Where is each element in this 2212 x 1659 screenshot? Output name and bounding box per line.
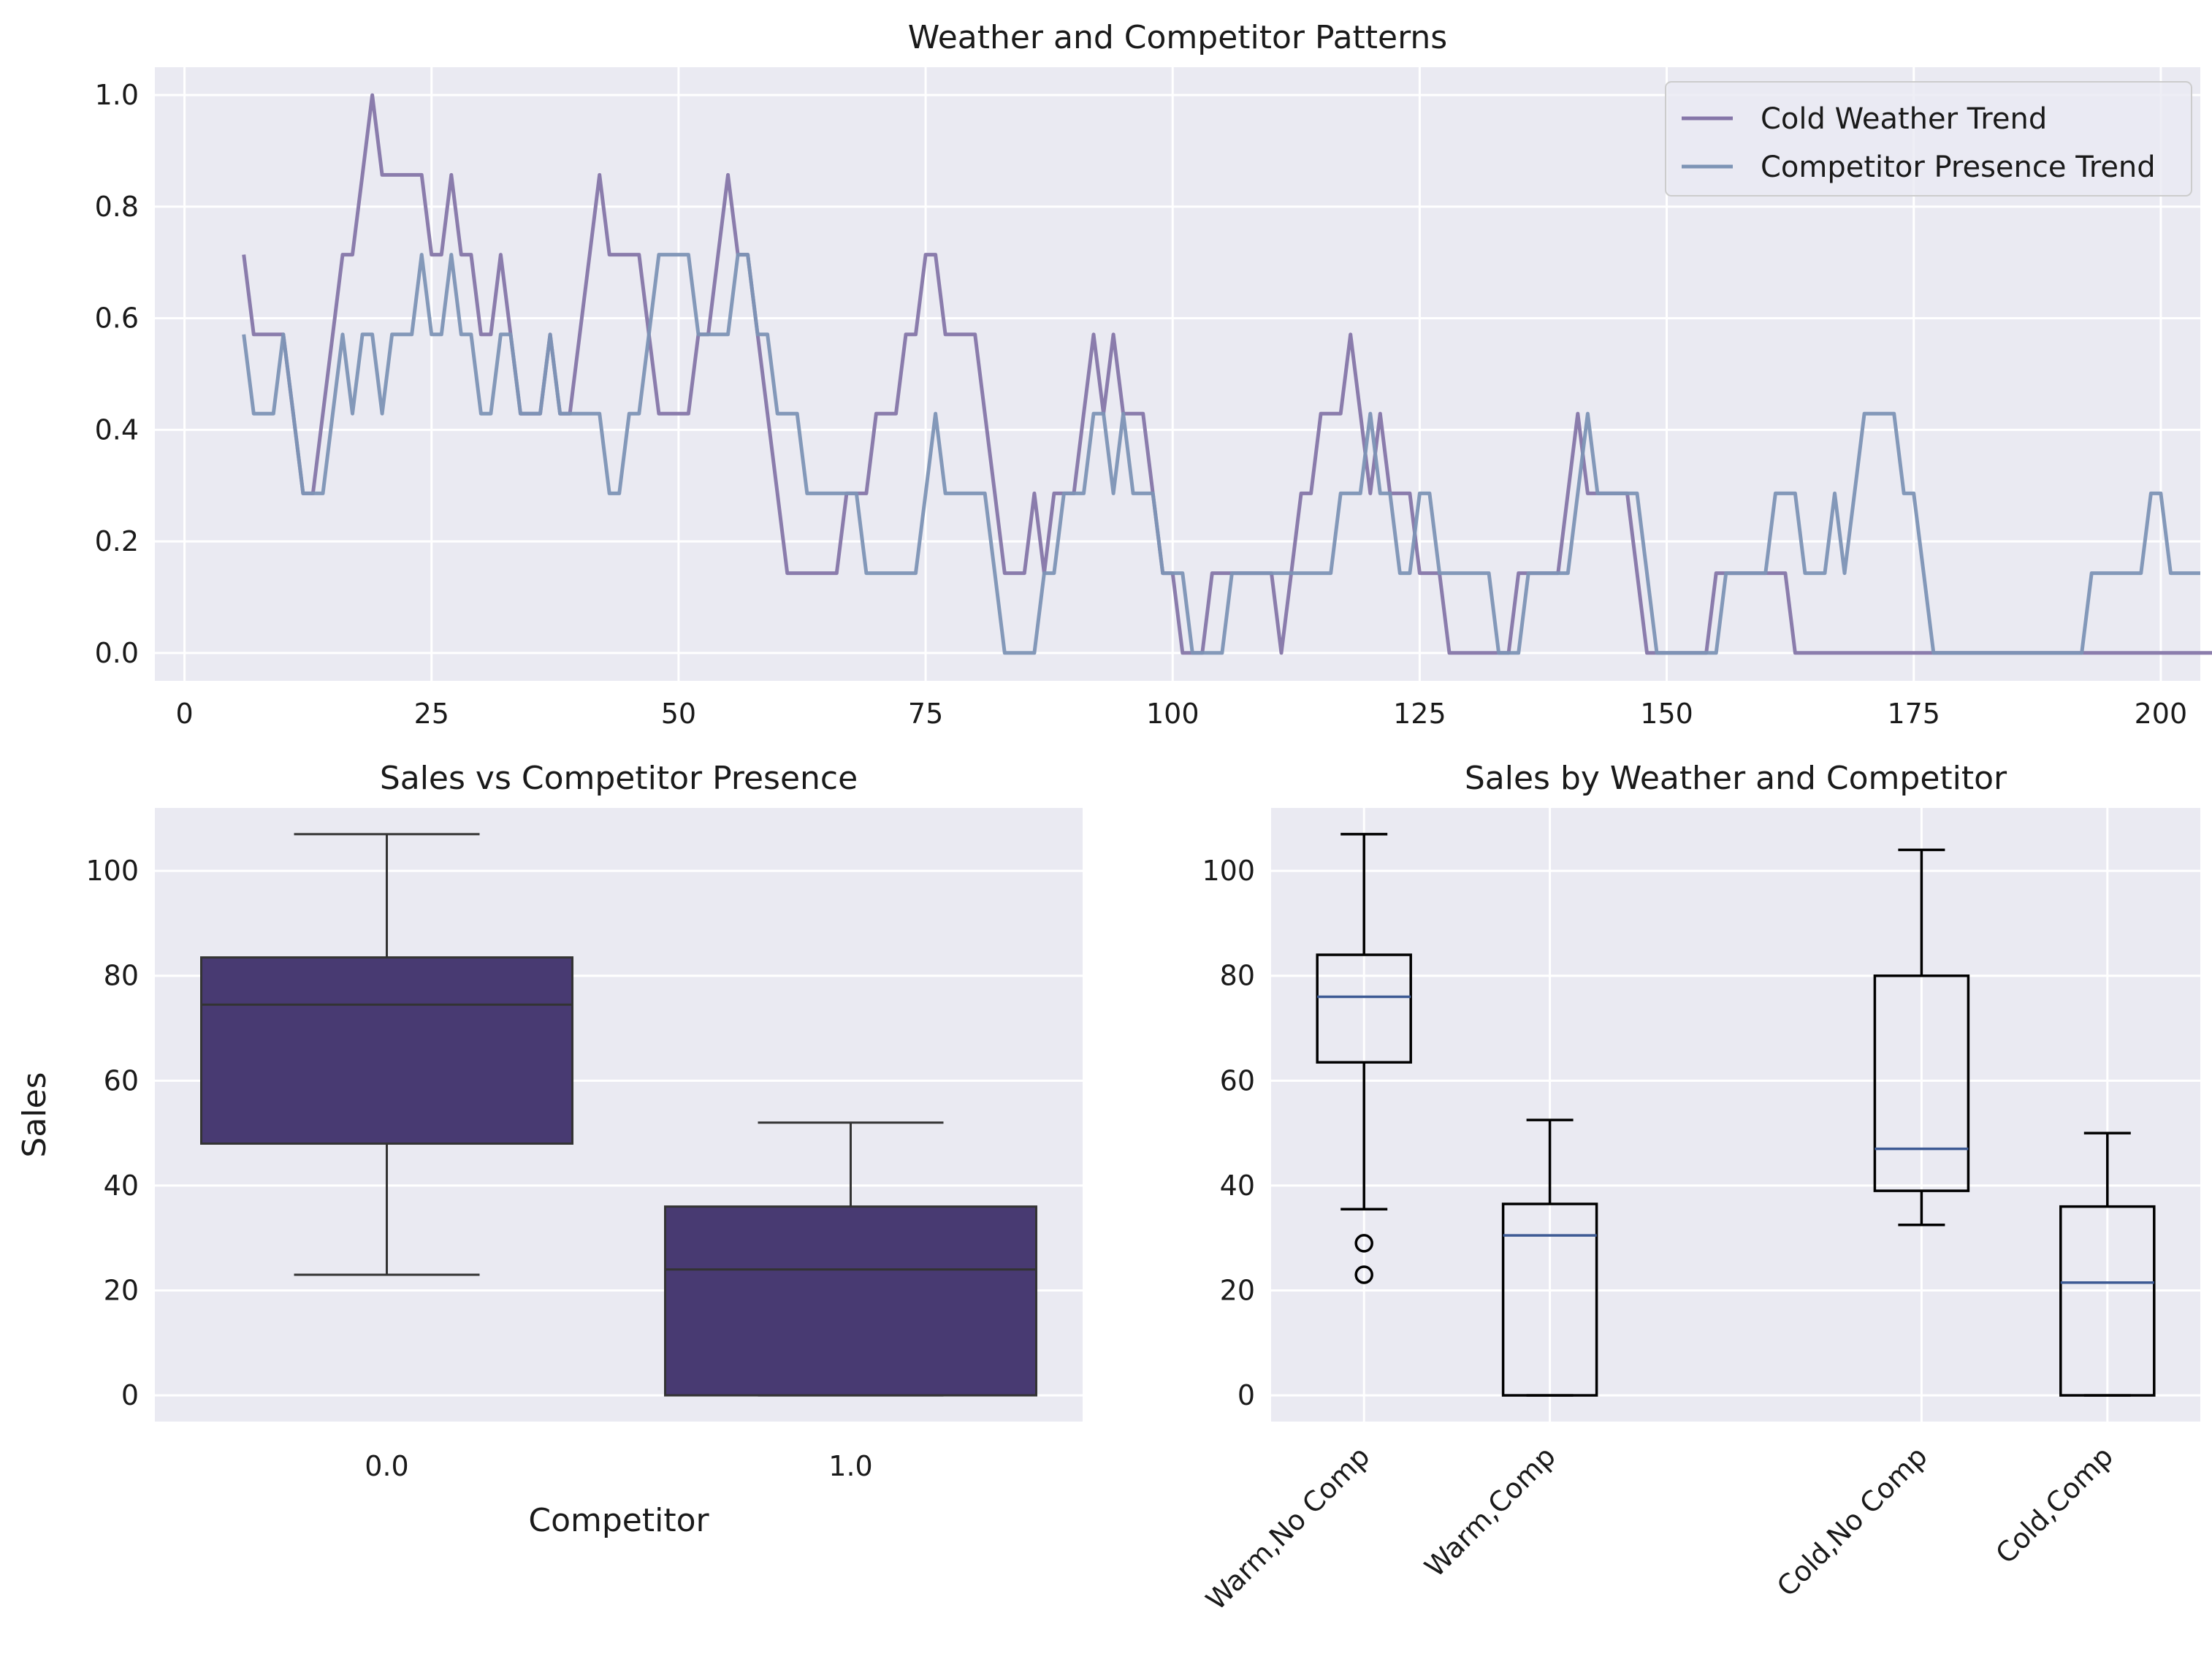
boxplot-x-tick-label: Warm,Comp bbox=[1419, 1440, 1562, 1583]
line-chart-x-tick-label: 50 bbox=[661, 698, 696, 730]
line-chart-y-tick-label: 0.6 bbox=[95, 302, 139, 335]
boxplot-left-x-axis-label: Competitor bbox=[528, 1502, 709, 1539]
boxplot-y-tick-label: 100 bbox=[1202, 855, 1255, 887]
boxplot-y-tick-label: 80 bbox=[1220, 960, 1255, 992]
boxplot-left-ticks: 0 20 40 60 80 100 0.0 1.0 bbox=[85, 855, 872, 1482]
competitor-presence-trend-line bbox=[242, 253, 2200, 655]
box-cold-comp bbox=[2059, 1132, 2156, 1397]
trend-line-chart: 0 25 50 75 100 125 150 175 200 0.0 0.2 0.4 0.6 0.8 1.0… bbox=[95, 19, 2212, 730]
boxplot-right-boxes bbox=[1316, 833, 2156, 1397]
boxplot-y-tick-label: 20 bbox=[1220, 1275, 1255, 1307]
line-chart-x-tick-label: 125 bbox=[1393, 698, 1446, 730]
boxplot-left-boxes bbox=[200, 833, 1037, 1397]
line-chart-x-tick-label: 25 bbox=[414, 698, 449, 730]
box-1-0 bbox=[664, 1121, 1037, 1397]
boxplot-x-tick-label: 1.0 bbox=[828, 1450, 872, 1482]
sales-by-weather-boxplot: 0 20 40 60 80 100 Warm,No Comp Warm,Comp Cold,No… bbox=[1200, 760, 2200, 1616]
boxplot-y-tick-label: 60 bbox=[1220, 1064, 1255, 1097]
box-0-0 bbox=[200, 833, 573, 1276]
box-iqr bbox=[200, 956, 573, 1145]
boxplot-right-plot-area bbox=[1271, 808, 2200, 1422]
boxplot-y-tick-label: 20 bbox=[104, 1275, 139, 1307]
line-chart-y-tick-label: 0.4 bbox=[95, 413, 139, 446]
line-chart-ticks: 0 25 50 75 100 125 150 175 200 0.0 0.2 0.4 0.6 0.8 1.0 bbox=[95, 79, 2188, 730]
legend-label-cold-weather: Cold Weather Trend bbox=[1761, 102, 2047, 136]
boxplot-y-tick-label: 40 bbox=[1220, 1170, 1255, 1202]
boxplot-x-tick-label: Warm,No Comp bbox=[1200, 1440, 1376, 1616]
line-chart-legend: Cold Weather Trend Competitor Presence T… bbox=[1665, 81, 2192, 197]
box-iqr bbox=[1873, 974, 1970, 1192]
box-warm-no-comp bbox=[1316, 833, 1412, 1284]
box-iqr bbox=[1501, 1202, 1598, 1397]
line-chart-y-tick-label: 1.0 bbox=[95, 79, 139, 111]
line-chart-x-tick-label: 100 bbox=[1146, 698, 1200, 730]
line-chart-series bbox=[242, 93, 2212, 655]
legend-box bbox=[1665, 81, 2192, 197]
line-chart-x-tick-label: 175 bbox=[1887, 698, 1940, 730]
line-chart-title: Weather and Competitor Patterns bbox=[908, 19, 1447, 56]
boxplot-y-tick-label: 60 bbox=[104, 1064, 139, 1097]
line-chart-x-tick-label: 0 bbox=[175, 698, 193, 730]
boxplot-y-tick-label: 0 bbox=[121, 1379, 139, 1411]
line-chart-y-tick-label: 0.0 bbox=[95, 637, 139, 669]
legend-label-competitor-presence: Competitor Presence Trend bbox=[1761, 150, 2156, 184]
line-chart-x-tick-label: 75 bbox=[908, 698, 943, 730]
line-chart-x-tick-label: 200 bbox=[2135, 698, 2188, 730]
boxplot-y-tick-label: 100 bbox=[85, 855, 139, 887]
boxplot-y-tick-label: 40 bbox=[104, 1170, 139, 1202]
boxplot-y-tick-label: 0 bbox=[1237, 1379, 1255, 1411]
boxplot-x-tick-label: 0.0 bbox=[365, 1450, 408, 1482]
boxplot-left-y-axis-label: Sales bbox=[16, 1072, 53, 1157]
boxplot-x-tick-label: Cold,No Comp bbox=[1771, 1440, 1934, 1603]
box-warm-comp bbox=[1501, 1118, 1598, 1397]
outlier-point bbox=[1354, 1234, 1373, 1253]
boxplot-right-grid bbox=[1271, 808, 2200, 1422]
box-iqr bbox=[2059, 1205, 2156, 1397]
line-chart-y-tick-label: 0.2 bbox=[95, 525, 139, 557]
boxplot-right-title: Sales by Weather and Competitor bbox=[1465, 760, 2007, 797]
line-chart-y-tick-label: 0.8 bbox=[95, 191, 139, 223]
box-cold-no-comp bbox=[1873, 848, 1970, 1227]
boxplot-x-tick-label: Cold,Comp bbox=[1989, 1440, 2119, 1570]
box-iqr bbox=[1316, 953, 1412, 1064]
boxplot-y-tick-label: 80 bbox=[104, 960, 139, 992]
boxplot-left-title: Sales vs Competitor Presence bbox=[380, 760, 858, 797]
outlier-point bbox=[1354, 1265, 1373, 1284]
sales-vs-competitor-boxplot: 0 20 40 60 80 100 0.0 1.0 Sales vs Competitor P… bbox=[16, 760, 1083, 1539]
line-chart-x-tick-label: 150 bbox=[1640, 698, 1693, 730]
box-iqr bbox=[664, 1205, 1037, 1397]
